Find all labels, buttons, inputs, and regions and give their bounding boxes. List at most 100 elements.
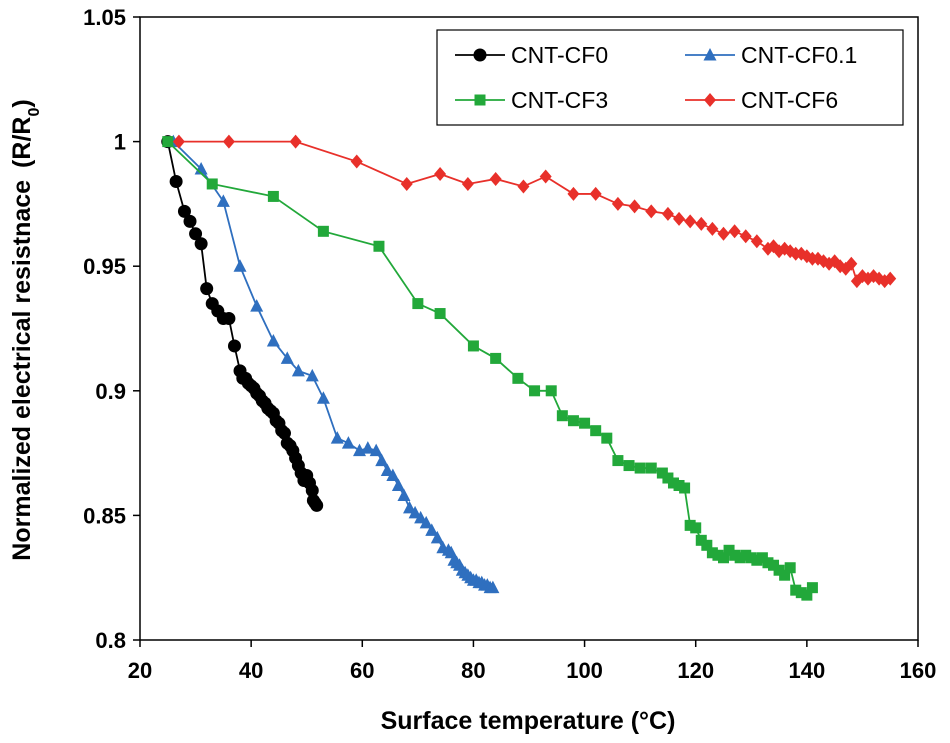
legend-box [436, 29, 904, 126]
series-cnt-cf0 [161, 135, 324, 512]
data-point-cnt-cf0 [310, 498, 324, 512]
data-point-cnt-cf3 [206, 178, 218, 190]
x-axis-title: Surface temperature (°C) [381, 707, 676, 735]
data-point-cnt-cf3 [634, 462, 646, 474]
data-point-cnt-cf3 [623, 460, 635, 472]
data-point-cnt-cf6 [684, 214, 697, 229]
y-tick-label: 1.05 [83, 5, 126, 30]
data-point-cnt-cf6 [661, 206, 674, 221]
x-tick-label: 100 [566, 658, 603, 683]
data-point-cnt-cf3 [579, 417, 591, 429]
series-cnt-cf0-1 [166, 134, 500, 594]
data-point-cnt-cf6 [400, 176, 413, 191]
data-point-cnt-cf6 [739, 229, 752, 244]
data-point-cnt-cf0-1 [414, 510, 428, 524]
legend-label-cnt-cf0-1: CNT-CF0.1 [741, 42, 857, 68]
plot-area [161, 134, 897, 601]
data-point-cnt-cf0 [169, 174, 183, 188]
data-point-cnt-cf6 [172, 134, 185, 149]
y-tick-label: 1 [114, 130, 126, 155]
legend-marker-cnt-cf6 [704, 93, 716, 107]
data-point-cnt-cf0-1 [369, 443, 383, 457]
data-point-cnt-cf3 [779, 569, 791, 581]
data-point-cnt-cf3 [790, 584, 802, 596]
data-point-cnt-cf3 [567, 415, 579, 427]
data-point-cnt-cf6 [589, 186, 602, 201]
x-tick-label: 120 [677, 658, 714, 683]
data-point-cnt-cf6 [884, 271, 897, 286]
data-point-cnt-cf3 [751, 554, 763, 566]
data-point-cnt-cf6 [350, 154, 363, 169]
data-point-cnt-cf3 [645, 462, 657, 474]
data-point-cnt-cf0-1 [233, 259, 247, 272]
data-point-cnt-cf3 [679, 482, 691, 494]
y-tick-label: 0.85 [83, 503, 126, 528]
data-point-cnt-cf3 [729, 549, 741, 561]
data-point-cnt-cf0-1 [305, 368, 319, 382]
legend-marker-cnt-cf3 [474, 94, 486, 106]
data-point-cnt-cf6 [695, 216, 708, 231]
data-point-cnt-cf3 [467, 340, 479, 352]
data-point-cnt-cf3 [267, 190, 279, 202]
data-point-cnt-cf0 [277, 426, 291, 440]
data-point-cnt-cf0-1 [280, 351, 294, 364]
data-point-cnt-cf6 [611, 196, 624, 211]
data-point-cnt-cf6 [222, 134, 235, 149]
data-point-cnt-cf6 [517, 179, 530, 194]
data-point-cnt-cf0 [305, 483, 319, 497]
data-point-cnt-cf6 [489, 171, 502, 186]
data-point-cnt-cf0-1 [291, 363, 305, 377]
data-point-cnt-cf6 [750, 234, 763, 249]
data-point-cnt-cf3 [701, 539, 713, 551]
x-tick-label: 20 [128, 658, 152, 683]
data-point-cnt-cf3 [656, 467, 668, 479]
data-point-cnt-cf6 [673, 211, 686, 226]
data-point-cnt-cf3 [684, 519, 696, 531]
y-tick-label: 0.8 [95, 628, 126, 653]
data-point-cnt-cf0-1 [391, 478, 405, 491]
data-point-cnt-cf3 [784, 562, 796, 574]
data-point-cnt-cf3 [723, 544, 735, 556]
data-point-cnt-cf3 [740, 549, 752, 561]
data-point-cnt-cf3 [373, 240, 385, 252]
data-point-cnt-cf3 [662, 472, 674, 484]
data-point-cnt-cf3 [545, 385, 557, 397]
data-point-cnt-cf3 [695, 534, 707, 546]
data-point-cnt-cf3 [317, 225, 329, 237]
series-line-cnt-cf6 [178, 140, 891, 283]
data-point-cnt-cf0-1 [386, 468, 400, 482]
series-line-cnt-cf3 [167, 140, 814, 597]
data-point-cnt-cf3 [412, 298, 424, 310]
x-tick-label: 60 [350, 658, 374, 683]
data-point-cnt-cf6 [434, 166, 447, 181]
y-axis-title-close: ) [8, 99, 36, 107]
data-point-cnt-cf3 [529, 385, 541, 397]
data-point-cnt-cf0-1 [250, 299, 264, 312]
data-point-cnt-cf6 [845, 256, 858, 271]
data-point-cnt-cf3 [434, 308, 446, 320]
data-point-cnt-cf0 [200, 282, 214, 296]
data-point-cnt-cf0 [222, 312, 236, 326]
data-point-cnt-cf0-1 [375, 453, 389, 467]
data-point-cnt-cf6 [645, 204, 658, 219]
data-point-cnt-cf6 [567, 186, 580, 201]
data-point-cnt-cf3 [601, 432, 613, 444]
data-point-cnt-cf3 [590, 425, 602, 437]
data-point-cnt-cf0 [177, 204, 191, 218]
x-tick-label: 40 [239, 658, 263, 683]
y-axis-title-unit: (R/R [8, 117, 36, 168]
data-point-cnt-cf0-1 [403, 500, 417, 514]
data-point-cnt-cf0-1 [330, 431, 344, 444]
x-tick-label: 140 [788, 658, 825, 683]
legend-marker-cnt-cf0-1 [703, 48, 717, 61]
data-point-cnt-cf0-1 [266, 333, 280, 347]
data-point-cnt-cf0 [189, 227, 203, 241]
y-tick-label: 0.9 [95, 379, 126, 404]
data-point-cnt-cf3 [612, 455, 624, 467]
x-tick-label: 160 [900, 658, 937, 683]
data-point-cnt-cf0-1 [316, 391, 330, 404]
data-point-cnt-cf3 [762, 557, 774, 569]
data-point-cnt-cf3 [734, 552, 746, 564]
series-line-cnt-cf0-1 [172, 140, 493, 589]
